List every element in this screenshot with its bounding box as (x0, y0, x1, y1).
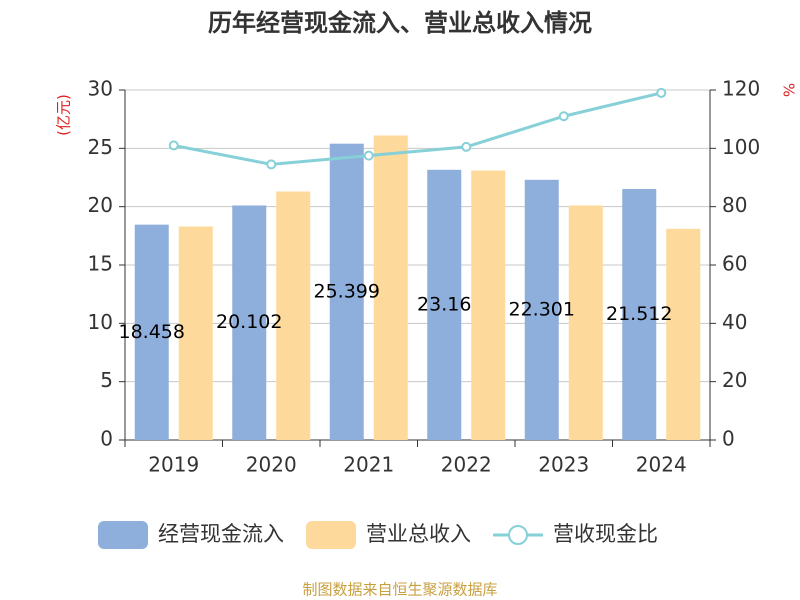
y2-tick-label: 80 (722, 193, 747, 217)
data-label: 25.399 (314, 280, 380, 302)
y-tick-label: 5 (100, 368, 113, 392)
bar (568, 205, 603, 440)
bar (427, 169, 462, 441)
x-tick-label: 2022 (441, 453, 492, 477)
x-tick-label: 2024 (636, 453, 687, 477)
bar (232, 205, 267, 440)
bar (666, 228, 701, 440)
line-marker (168, 140, 179, 151)
bar (178, 226, 213, 440)
y2-tick-label: 0 (722, 427, 735, 451)
line (173, 91, 662, 166)
x-tick-label: 2019 (148, 453, 199, 477)
bar (329, 143, 364, 440)
y-tick-label: 10 (88, 310, 113, 334)
legend-label: 营收现金比 (553, 522, 658, 546)
legend-marker (508, 525, 528, 545)
data-label: 22.301 (509, 298, 575, 320)
data-label: 18.458 (119, 321, 185, 343)
bar (276, 191, 311, 440)
bar (471, 170, 506, 440)
y2-tick-label: 40 (722, 310, 747, 334)
y2-axis-title: % (780, 83, 798, 97)
y2-tick-label: 20 (722, 368, 747, 392)
line-marker (558, 111, 569, 122)
x-tick-label: 2021 (343, 453, 394, 477)
y2-tick-label: 60 (722, 252, 747, 276)
legend-label: 经营现金流入 (158, 522, 284, 546)
y-tick-label: 25 (88, 135, 113, 159)
line-marker (461, 141, 472, 152)
source-note: 制图数据来自恒生聚源数据库 (302, 581, 497, 599)
line-marker (656, 87, 667, 98)
line-marker (266, 159, 277, 170)
x-tick-label: 2023 (538, 453, 589, 477)
bar (134, 224, 169, 440)
legend-swatch (306, 521, 356, 549)
data-label: 21.512 (606, 303, 672, 325)
bar (524, 179, 559, 441)
bar (622, 189, 657, 440)
y2-tick-label: 100 (722, 135, 760, 159)
bar (373, 135, 408, 440)
legend-swatch (98, 521, 148, 549)
y-tick-label: 20 (88, 193, 113, 217)
y-tick-label: 15 (88, 252, 113, 276)
y-tick-label: 30 (88, 77, 113, 101)
x-tick-label: 2020 (246, 453, 297, 477)
legend-label: 营业总收入 (366, 522, 471, 546)
line-marker (363, 150, 374, 161)
data-label: 23.16 (417, 293, 471, 315)
chart-title: 历年经营现金流入、营业总收入情况 (208, 9, 592, 37)
y-axis-title: (亿元) (55, 94, 73, 136)
data-label: 20.102 (216, 311, 282, 333)
y2-tick-label: 120 (722, 77, 760, 101)
y-tick-label: 0 (100, 427, 113, 451)
